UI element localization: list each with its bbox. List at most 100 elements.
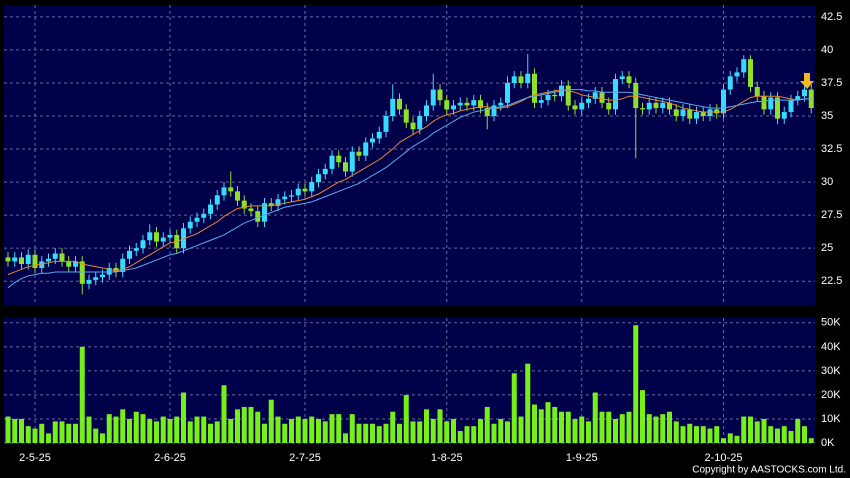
volume-bar bbox=[329, 414, 335, 443]
copyright: Copyright by AASTOCKS.com Ltd. bbox=[692, 465, 846, 476]
candle-body bbox=[437, 89, 443, 101]
y-tick-label: 20K bbox=[821, 389, 841, 401]
candle-body bbox=[208, 204, 213, 214]
y-tick-label: 30 bbox=[821, 176, 833, 188]
volume-bar bbox=[444, 421, 450, 443]
candle-body bbox=[336, 155, 342, 163]
candle-body bbox=[167, 234, 173, 238]
candle-body bbox=[376, 131, 382, 139]
price-panel bbox=[4, 5, 815, 305]
candle-body bbox=[160, 237, 166, 242]
candle-body bbox=[255, 211, 261, 222]
candle-body bbox=[457, 102, 463, 106]
volume-bar bbox=[370, 423, 375, 443]
volume-bar bbox=[518, 416, 524, 443]
volume-bar bbox=[633, 325, 639, 443]
volume-bar bbox=[235, 409, 240, 443]
volume-bar bbox=[660, 414, 666, 443]
volume-bar bbox=[491, 423, 497, 443]
candle-body bbox=[471, 100, 477, 106]
candle-body bbox=[19, 257, 24, 265]
volume-bar bbox=[106, 414, 112, 443]
candle-body bbox=[667, 102, 672, 110]
volume-bar bbox=[464, 426, 470, 443]
candle-body bbox=[754, 86, 760, 97]
candle-body bbox=[478, 100, 483, 109]
volume-bar bbox=[646, 414, 652, 443]
volume-bar bbox=[707, 428, 713, 443]
volume-bar bbox=[606, 411, 612, 443]
candle-body bbox=[25, 254, 31, 265]
volume-bar bbox=[282, 423, 288, 443]
volume-bar bbox=[538, 409, 544, 443]
candle-body bbox=[538, 100, 544, 103]
candle-body bbox=[680, 109, 686, 117]
volume-bar bbox=[255, 411, 261, 443]
volume-bar bbox=[309, 416, 315, 443]
candle-body bbox=[302, 188, 308, 192]
y-tick-label: 10K bbox=[821, 413, 841, 425]
volume-bar bbox=[356, 423, 362, 443]
volume-bar bbox=[241, 406, 247, 443]
volume-bar bbox=[39, 423, 45, 443]
candle-body bbox=[289, 195, 294, 197]
volume-bar bbox=[343, 433, 348, 443]
candle-body bbox=[59, 253, 65, 262]
candle-body bbox=[599, 92, 605, 103]
volume-bar bbox=[302, 418, 308, 443]
y-tick-label: 30K bbox=[821, 365, 841, 377]
volume-bar bbox=[295, 416, 301, 443]
volume-bar bbox=[221, 385, 227, 443]
volume-bar bbox=[498, 418, 504, 443]
candle-body bbox=[295, 188, 301, 196]
volume-bar bbox=[174, 416, 180, 443]
volume-bar bbox=[262, 423, 267, 443]
volume-bar bbox=[721, 438, 726, 443]
candle-body bbox=[248, 208, 254, 212]
volume-bar bbox=[383, 423, 389, 443]
volume-bar bbox=[208, 423, 213, 443]
candle-body bbox=[781, 112, 787, 119]
volume-bar bbox=[586, 421, 591, 443]
volume-bar bbox=[714, 426, 720, 443]
candle-body bbox=[113, 267, 119, 272]
candle-body bbox=[309, 182, 315, 192]
candle-body bbox=[511, 76, 517, 83]
volume-bar bbox=[781, 426, 787, 443]
candle-body bbox=[383, 116, 389, 132]
volume-bar bbox=[289, 418, 294, 443]
y-tick-label: 25 bbox=[821, 242, 833, 254]
y-tick-label: 40K bbox=[821, 341, 841, 353]
x-tick-label: 2-7-25 bbox=[289, 452, 321, 464]
volume-bar bbox=[572, 418, 578, 443]
candle-body bbox=[349, 151, 355, 172]
candle-body bbox=[194, 217, 200, 222]
volume-bar bbox=[417, 421, 423, 443]
candle-body bbox=[397, 98, 402, 110]
candle-body bbox=[633, 82, 639, 109]
candle-body bbox=[370, 138, 375, 143]
candle-body bbox=[32, 254, 38, 268]
volume-bar bbox=[734, 435, 740, 443]
x-tick-label: 1-8-25 bbox=[431, 452, 463, 464]
volume-bar bbox=[484, 406, 490, 443]
volume-bar bbox=[127, 418, 132, 443]
volume-bar bbox=[424, 409, 429, 443]
candle-body bbox=[721, 89, 726, 114]
volume-bar bbox=[579, 416, 585, 443]
candle-body bbox=[464, 102, 470, 106]
volume-bar bbox=[687, 423, 693, 443]
candle-body bbox=[525, 73, 531, 83]
x-tick-label: 2-10-25 bbox=[705, 452, 743, 464]
volume-bar bbox=[640, 390, 645, 443]
signal-arrow bbox=[800, 73, 814, 89]
candle-body bbox=[52, 253, 58, 259]
y-tick-label: 32.5 bbox=[821, 143, 842, 155]
volume-bar bbox=[100, 433, 105, 443]
y-tick-label: 40 bbox=[821, 44, 833, 56]
candle-body bbox=[653, 102, 659, 109]
volume-bar bbox=[181, 392, 186, 443]
candle-body bbox=[39, 261, 45, 268]
candle-body bbox=[640, 108, 645, 110]
candle-body bbox=[235, 191, 240, 201]
